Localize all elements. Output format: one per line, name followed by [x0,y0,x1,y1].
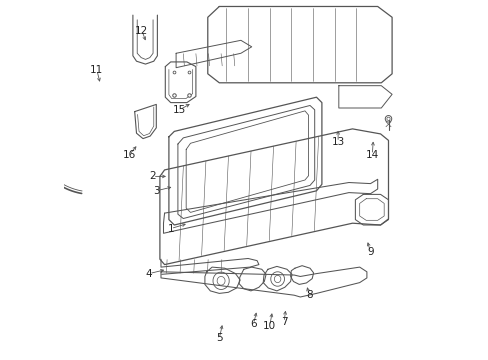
Text: 5: 5 [216,333,222,343]
Text: 10: 10 [263,321,276,331]
Text: 12: 12 [135,26,148,36]
Text: 14: 14 [365,150,378,160]
Text: 9: 9 [366,247,373,257]
Text: 16: 16 [122,150,136,160]
Text: 6: 6 [250,319,256,329]
Text: 2: 2 [149,171,156,181]
Text: 13: 13 [331,137,344,147]
Text: 15: 15 [173,105,186,115]
Text: 1: 1 [167,224,174,234]
Text: 7: 7 [280,317,287,327]
Text: 3: 3 [153,186,159,196]
Text: 11: 11 [90,65,103,75]
Text: 4: 4 [145,269,152,279]
Text: 8: 8 [305,290,312,300]
